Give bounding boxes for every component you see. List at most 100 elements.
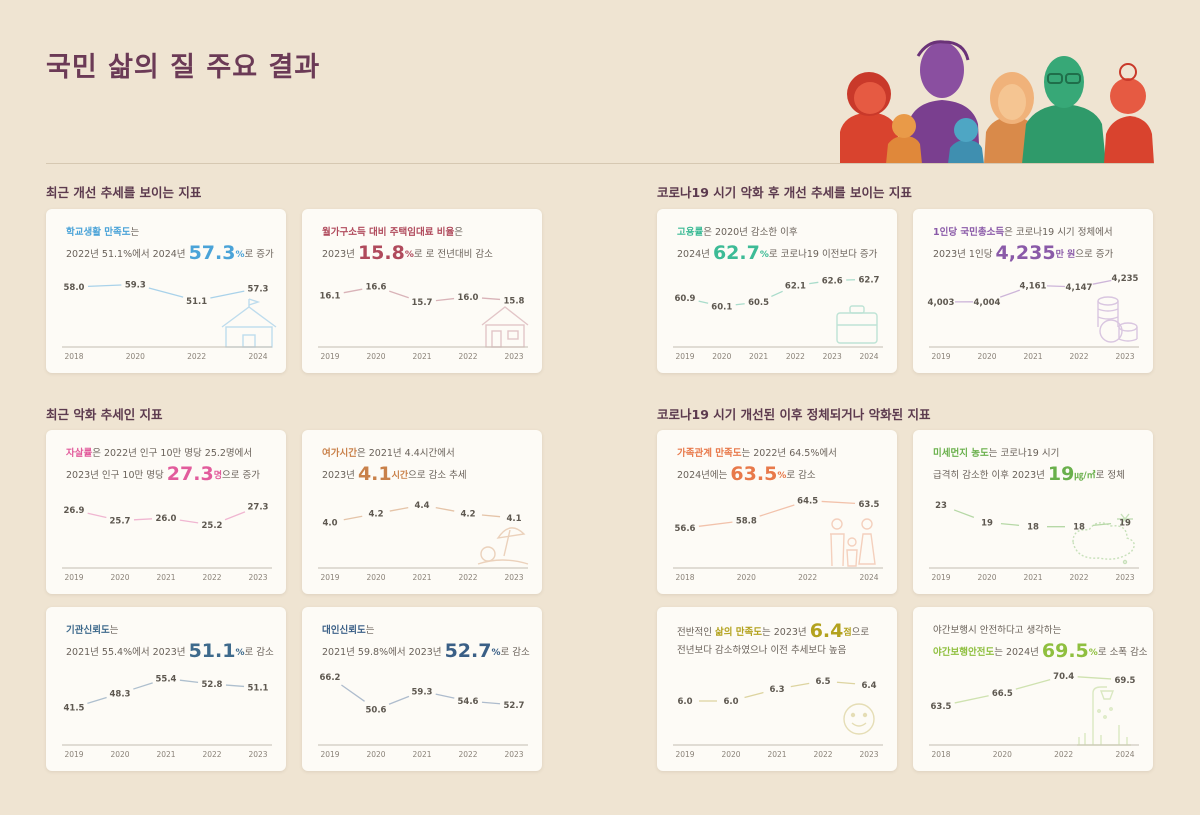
card-school: 학교생활 만족도는 2022년 51.1%에서 2024년 57.3%로 증가 58…: [46, 209, 286, 373]
description-line-2: 2023년 4.1시간으로 감소 추세: [322, 464, 536, 484]
series-segment: [821, 500, 856, 504]
series-segment: [435, 506, 455, 512]
highlight-value: 62.7: [712, 242, 760, 264]
description-line-2: 급격히 감소한 이후 2023년 19㎍/㎥로 정체: [933, 464, 1147, 484]
card-description: 미세먼지 농도는 코로나19 시기 급격히 감소한 이후 2023년 19㎍/㎥로…: [933, 444, 1147, 484]
description-text: 야간보행시 안전하다고 생각하는: [933, 625, 1062, 636]
description-line-1: 야간보행시 안전하다고 생각하는: [933, 621, 1147, 641]
description-text: 는: [109, 625, 119, 636]
series-segment: [759, 504, 795, 517]
data-label: 56.6: [675, 524, 696, 534]
data-label: 52.8: [202, 680, 223, 690]
x-tick-label: 2020: [712, 352, 731, 361]
x-tick-label: 2023: [1115, 573, 1134, 582]
x-tick-label: 2021: [156, 750, 175, 759]
card-leisure: 여가시간은 2021년 4.4시간에서 2023년 4.1시간으로 감소 추세 4.…: [302, 430, 542, 594]
x-tick-label: 2023: [248, 573, 267, 582]
highlight-value: 6.4: [809, 620, 844, 642]
data-label: 54.6: [458, 697, 479, 707]
card-rent: 월가구소득 대비 주택임대료 비율은 2023년 15.8%로 로 전년대비 감소…: [302, 209, 542, 373]
data-label: 19: [1119, 518, 1131, 528]
x-tick-label: 2018: [64, 352, 83, 361]
description-line-1: 고용률은 2020년 감소한 이후: [677, 223, 891, 243]
x-tick-label: 2020: [977, 352, 996, 361]
x-tick-label: 2023: [504, 352, 523, 361]
series-segment: [1046, 285, 1066, 288]
line-chart-family: 56.6 2018 58.8 2020 64.5 2022 63.5 2024: [673, 497, 883, 582]
series-segment: [343, 288, 363, 294]
streetlight-icon: [1077, 686, 1131, 746]
description-text: 로 감소: [500, 647, 530, 658]
series-segment: [179, 519, 199, 524]
series-segment: [341, 684, 365, 702]
description-text: 전반적인: [677, 627, 715, 638]
x-tick-label: 2023: [1115, 352, 1134, 361]
card-family: 가족관계 만족도는 2022년 64.5%에서 2024년에는 63.5%로 감소…: [657, 430, 897, 594]
smile-icon: [843, 703, 875, 735]
highlight-unit: %: [1088, 648, 1098, 658]
x-tick-label: 2020: [737, 573, 756, 582]
series-segment: [389, 506, 409, 512]
description-text: 2021년 55.4%에서 2023년: [66, 647, 189, 658]
data-label: 50.6: [366, 705, 387, 715]
school-icon: [221, 298, 277, 348]
data-label: 4.2: [368, 510, 383, 520]
description-text: 로 감소: [244, 647, 274, 658]
data-label: 63.5: [859, 500, 880, 510]
description-line-1: 1인당 국민총소득은 코로나19 시기 정체에서: [933, 223, 1147, 243]
x-tick-label: 2022: [1069, 352, 1088, 361]
description-text: 2023년 인구 10만 명당: [66, 470, 167, 481]
highlight-unit: 점: [843, 628, 852, 638]
indicator-name: 미세먼지 농도: [933, 448, 989, 459]
data-label: 58.8: [736, 516, 757, 526]
indicator-name: 학교생활 만족도: [66, 227, 131, 238]
card-employment: 고용률은 2020년 감소한 이후 2024년 62.7%로 코로나19 이전보다…: [657, 209, 897, 373]
x-tick-label: 2020: [126, 352, 145, 361]
highlight-unit: 만 원: [1055, 250, 1076, 260]
x-tick-label: 2020: [366, 573, 385, 582]
x-tick-label: 2019: [320, 750, 339, 759]
card-description: 가족관계 만족도는 2022년 64.5%에서 2024년에는 63.5%로 감소: [677, 444, 891, 484]
data-label: 26.0: [156, 514, 177, 524]
series-segment: [698, 300, 709, 304]
series-segment: [1092, 279, 1112, 285]
data-label: 66.2: [320, 673, 341, 683]
card-description: 월가구소득 대비 주택임대료 비율은 2023년 15.8%로 로 전년대비 감소: [322, 223, 536, 263]
highlight-value: 27.3: [166, 463, 214, 485]
x-tick-label: 2020: [110, 750, 129, 759]
x-tick-label: 2022: [458, 352, 477, 361]
beach-umbrella-icon: [477, 527, 529, 565]
x-tick-label: 2024: [859, 573, 878, 582]
data-label: 70.4: [1053, 672, 1074, 682]
description-text: 로 감소: [786, 470, 816, 481]
data-label: 27.3: [248, 503, 269, 513]
card-description: 자살률은 2022년 인구 10만 명당 25.2명에서 2023년 인구 10만…: [66, 444, 280, 484]
description-line-1: 학교생활 만족도는: [66, 223, 280, 243]
x-tick-label: 2022: [202, 573, 221, 582]
data-label: 25.2: [202, 521, 223, 531]
data-label: 16.6: [366, 283, 387, 293]
description-line-1: 자살률은 2022년 인구 10만 명당 25.2명에서: [66, 444, 280, 464]
card-interpersonal: 대인신뢰도는 2021년 59.8%에서 2023년 52.7%로 감소 66.2 2…: [302, 607, 542, 771]
description-text: 2023년: [322, 470, 358, 481]
highlight-value: 69.5: [1041, 640, 1089, 662]
x-tick-label: 2021: [749, 352, 768, 361]
data-label: 16.1: [320, 291, 341, 301]
description-text: 로 코로나19 이전보다 증가: [768, 249, 878, 260]
data-label: 60.1: [711, 302, 732, 312]
card-description: 기관신뢰도는 2021년 55.4%에서 2023년 51.1%로 감소: [66, 621, 280, 661]
card-night: 야간보행시 안전하다고 생각하는 야간보행안전도는 2024년 69.5%로 소폭…: [913, 607, 1153, 771]
description-text: 은 코로나19 시기 정체에서: [1004, 227, 1113, 238]
data-label: 63.5: [931, 702, 952, 712]
card-description: 대인신뢰도는 2021년 59.8%에서 2023년 52.7%로 감소: [322, 621, 536, 661]
description-text: 는 2022년 64.5%에서: [741, 448, 837, 459]
x-tick-label: 2022: [798, 573, 817, 582]
description-text: 는 2024년: [994, 647, 1042, 658]
data-label: 66.5: [992, 689, 1013, 699]
x-tick-label: 2021: [767, 750, 786, 759]
x-tick-label: 2022: [786, 352, 805, 361]
people-illustration: [840, 40, 1154, 164]
card-income: 1인당 국민총소득은 코로나19 시기 정체에서 2023년 1인당 4,235만…: [913, 209, 1153, 373]
indicator-name: 월가구소득 대비 주택임대료 비율: [322, 227, 455, 238]
description-text: 는: [365, 625, 375, 636]
